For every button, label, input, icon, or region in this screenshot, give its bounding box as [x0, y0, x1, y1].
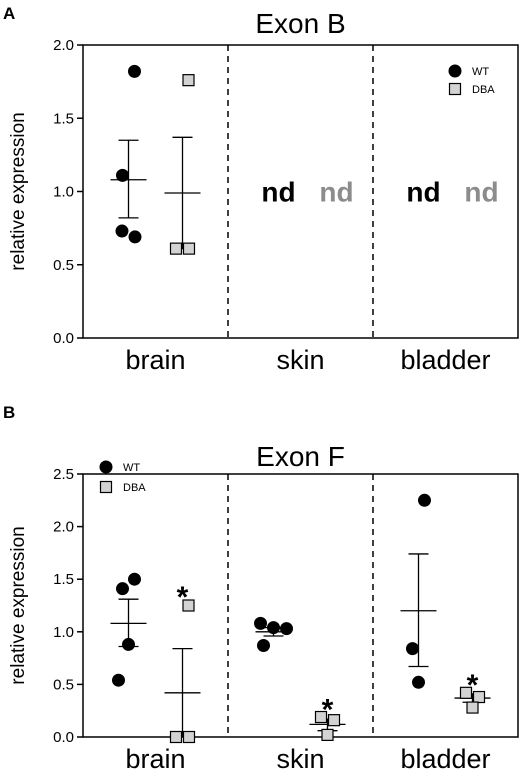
y-tick-label: 0.5: [53, 257, 74, 274]
y-axis-label: relative expression: [8, 112, 29, 270]
legend-marker-wt: [99, 460, 113, 474]
x-category-label: bladder: [400, 345, 490, 375]
significance-star: *: [322, 693, 334, 726]
y-axis-label: relative expression: [8, 526, 29, 684]
data-point-wt: [412, 675, 425, 689]
y-tick-label: 2.0: [53, 37, 74, 54]
chart-title: Exon F: [256, 441, 345, 472]
nd-label-wt: nd: [406, 177, 440, 208]
y-tick-label: 1.5: [53, 571, 74, 588]
data-point-dba: [169, 242, 183, 255]
data-point-dba: [182, 74, 195, 87]
significance-star: *: [177, 581, 189, 614]
y-tick-label: 1.0: [53, 184, 74, 201]
data-point-dba: [321, 728, 334, 741]
data-point-wt: [112, 673, 125, 687]
panel-label: A: [3, 4, 15, 23]
y-tick-label: 0.5: [53, 676, 74, 693]
y-tick-label: 0.0: [53, 330, 74, 347]
x-category-label: skin: [276, 744, 324, 770]
legend-marker-dba: [448, 82, 462, 96]
legend-label-wt: WT: [123, 462, 140, 474]
data-point-wt: [122, 637, 135, 651]
x-category-label: brain: [125, 345, 185, 375]
nd-label-dba: nd: [319, 177, 353, 208]
data-point-wt: [128, 230, 142, 244]
data-point-wt: [267, 621, 280, 635]
data-point-dba: [169, 730, 183, 744]
legend-marker-dba: [99, 480, 113, 494]
data-point-dba: [182, 730, 196, 744]
data-point-wt: [116, 582, 129, 596]
y-tick-label: 2.0: [53, 519, 74, 536]
panel-a: A Exon B relative expression 0.0 0.5 1.0 1.5 2.…: [3, 4, 519, 375]
legend-label-dba: DBA: [123, 482, 146, 494]
y-tick-label: 1.5: [53, 110, 74, 127]
data-point-dba: [327, 714, 341, 727]
data-point-dba: [459, 686, 473, 699]
data-point-dba: [472, 690, 486, 704]
nd-label-wt: nd: [261, 177, 295, 208]
legend-label-wt: WT: [472, 66, 489, 78]
x-category-label: bladder: [400, 744, 490, 770]
data-point-wt: [280, 622, 293, 636]
plot-frame: [82, 473, 519, 738]
x-category-label: skin: [276, 345, 324, 375]
data-point-wt: [254, 616, 267, 630]
y-tick-label: 1.0: [53, 624, 74, 641]
data-point-dba: [182, 242, 196, 255]
y-tick-label: 0.0: [53, 729, 74, 746]
legend-marker-wt: [448, 64, 462, 78]
data-point-wt: [128, 572, 141, 586]
data-point-dba: [466, 701, 479, 714]
nd-label-dba: nd: [464, 177, 498, 208]
data-point-dba: [182, 599, 195, 612]
chart-title: Exon B: [255, 8, 345, 39]
panel-b: B Exon F relative expression 0.0 0.5 1.0 1.5 2.…: [3, 403, 519, 774]
panel-label: B: [3, 403, 15, 422]
x-category-label: brain: [125, 744, 185, 770]
data-point-wt: [257, 638, 270, 652]
data-point-dba: [314, 710, 328, 724]
data-point-wt: [116, 168, 129, 182]
data-point-wt: [115, 224, 129, 238]
data-point-wt: [418, 493, 431, 507]
data-point-wt: [128, 64, 141, 78]
legend-label-dba: DBA: [472, 84, 495, 96]
data-point-wt: [406, 642, 419, 656]
significance-star: *: [467, 669, 479, 702]
y-tick-label: 2.5: [53, 466, 74, 483]
